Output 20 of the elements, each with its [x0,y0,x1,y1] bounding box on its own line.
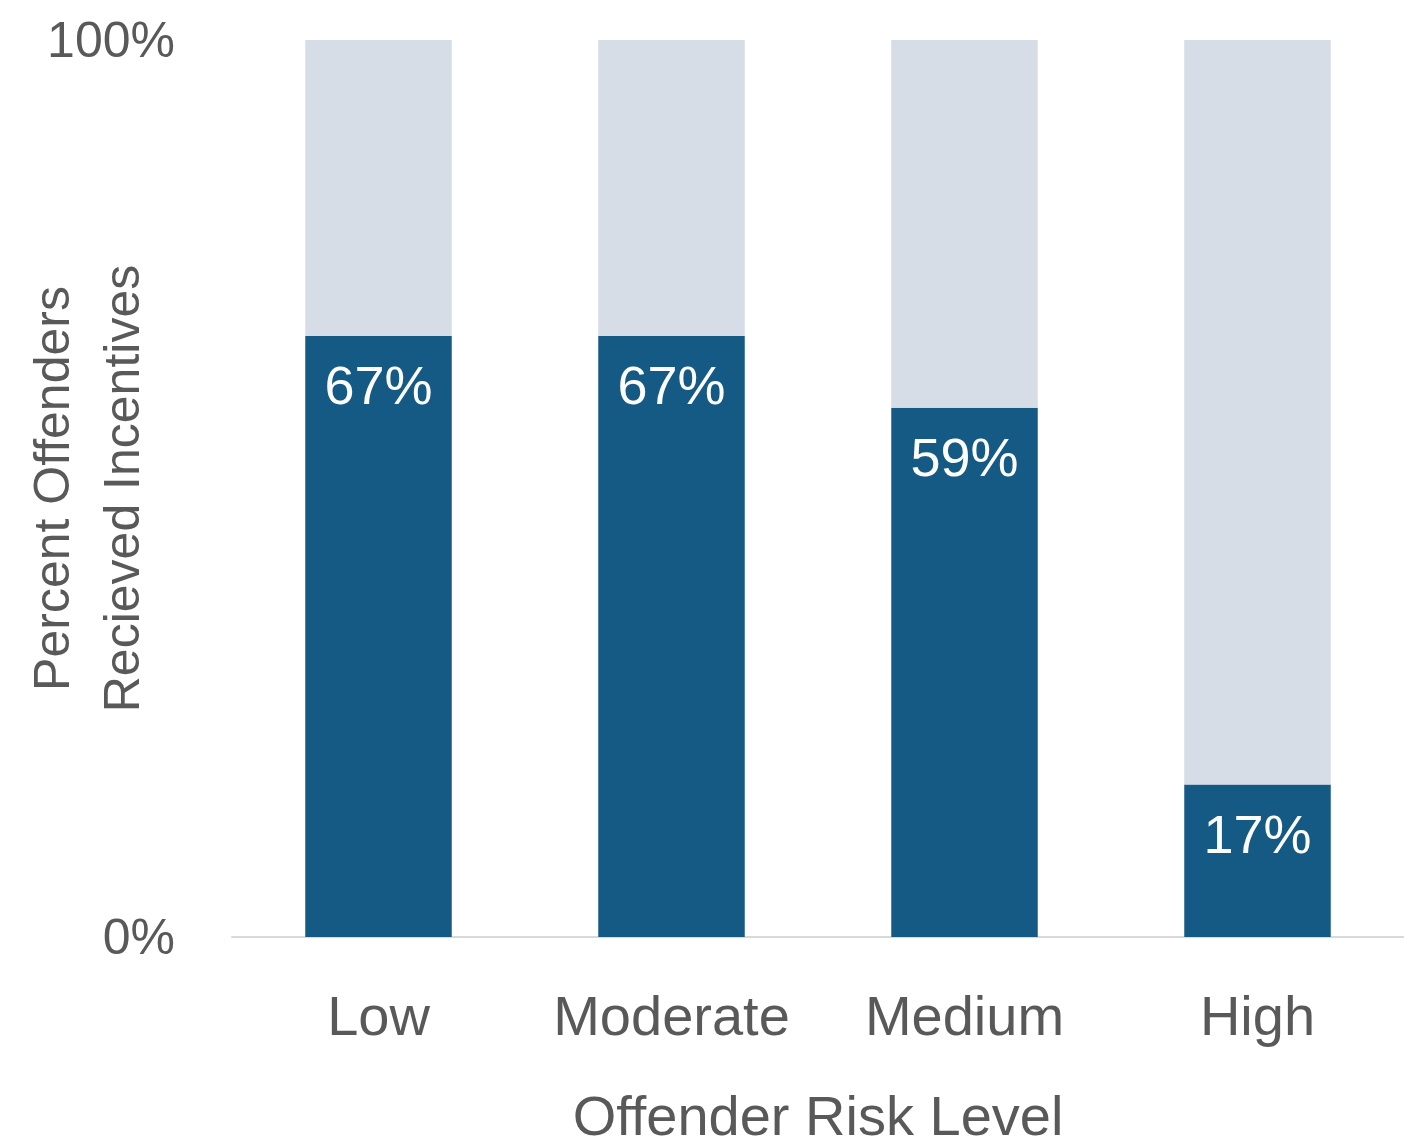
x-tick-label: High [1199,983,1316,1047]
x-tick-label: Moderate [553,983,790,1047]
data-label: 59% [910,426,1019,487]
bar [598,40,745,337]
data-label: 67% [324,355,433,416]
bar [891,40,1038,408]
data-label: 67% [617,355,726,416]
bar [1184,784,1331,937]
x-tick-label: Medium [864,983,1065,1047]
y-tick-label: 0% [102,909,175,965]
x-tick-label: Low [327,983,431,1047]
bar [598,336,745,937]
y-axis-title: Percent Offenders Recieved Incentives [24,264,150,713]
bar [305,40,452,337]
data-label: 17% [1203,803,1312,864]
bar [305,336,452,937]
bar [891,407,1038,937]
x-axis-title: Offender Risk Level [572,1083,1064,1146]
bar [1184,40,1331,785]
y-tick-label: 100% [47,12,175,68]
